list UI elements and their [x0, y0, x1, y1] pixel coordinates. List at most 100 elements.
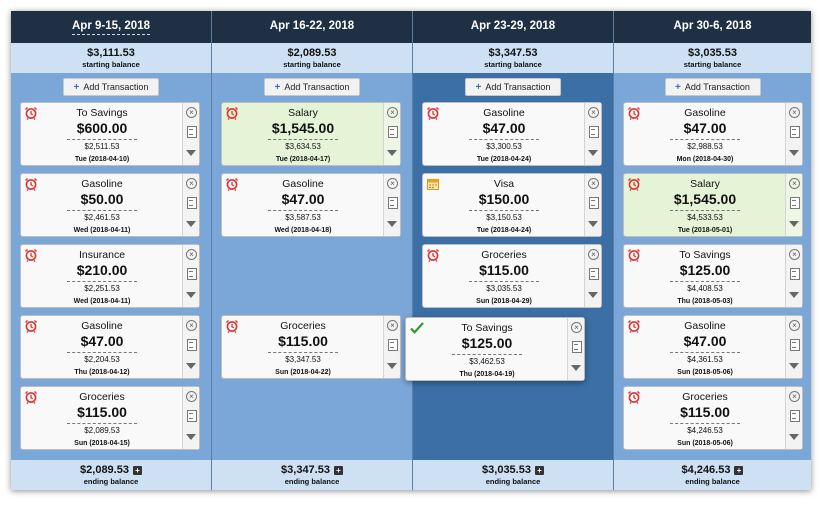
edit-note-icon[interactable]: [387, 197, 398, 209]
transaction-card[interactable]: Groceries $115.00 $3,035.53 Sun (2018-04-29…: [422, 244, 602, 308]
transaction-card[interactable]: Salary $1,545.00 $3,634.53 Tue (2018-04-17)…: [221, 102, 401, 166]
chevron-down-icon[interactable]: [387, 150, 397, 156]
edit-note-icon[interactable]: [387, 126, 398, 138]
alarm-icon[interactable]: [627, 390, 641, 404]
chevron-down-icon[interactable]: [387, 363, 397, 369]
edit-note-icon[interactable]: [789, 268, 800, 280]
transaction-card[interactable]: Groceries $115.00 $3,347.53 Sun (2018-04-22…: [221, 315, 401, 379]
transaction-card[interactable]: To Savings $125.00 $4,408.53 Thu (2018-05-0…: [623, 244, 803, 308]
transaction-card[interactable]: Groceries $115.00 $2,089.53 Sun (2018-04-15…: [20, 386, 200, 450]
alarm-icon[interactable]: [426, 106, 440, 120]
transaction-card[interactable]: Gasoline $47.00 $4,361.53 Sun (2018-05-06) ×: [623, 315, 803, 379]
expand-icon[interactable]: +: [333, 465, 343, 475]
edit-note-icon[interactable]: [186, 268, 197, 280]
alarm-icon[interactable]: [627, 177, 641, 191]
week-header[interactable]: Apr 16-22, 2018: [212, 11, 412, 43]
alarm-icon[interactable]: [627, 248, 641, 262]
transaction-card[interactable]: Insurance $210.00 $2,251.53 Wed (2018-04-11…: [20, 244, 200, 308]
close-icon[interactable]: ×: [571, 322, 582, 333]
chevron-down-icon[interactable]: [571, 365, 581, 371]
alarm-icon[interactable]: [24, 248, 38, 262]
transaction-card[interactable]: Gasoline $47.00 $3,300.53 Tue (2018-04-24) ×: [422, 102, 602, 166]
alarm-icon[interactable]: [225, 106, 239, 120]
alarm-icon[interactable]: [24, 177, 38, 191]
transaction-card[interactable]: Groceries $115.00 $4,246.53 Sun (2018-05-06…: [623, 386, 803, 450]
close-icon[interactable]: ×: [186, 178, 197, 189]
transaction-card[interactable]: Salary $1,545.00 $4,533.53 Tue (2018-05-01)…: [623, 173, 803, 237]
transaction-amount: $47.00: [80, 333, 124, 349]
close-icon[interactable]: ×: [588, 107, 599, 118]
edit-note-icon[interactable]: [571, 341, 582, 353]
edit-note-icon[interactable]: [186, 339, 197, 351]
week-header[interactable]: Apr 30-6, 2018: [614, 11, 811, 43]
chevron-down-icon[interactable]: [186, 363, 196, 369]
alarm-icon[interactable]: [24, 319, 38, 333]
close-icon[interactable]: ×: [789, 178, 800, 189]
edit-note-icon[interactable]: [789, 410, 800, 422]
alarm-icon[interactable]: [24, 390, 38, 404]
close-icon[interactable]: ×: [186, 249, 197, 260]
check-icon[interactable]: [409, 321, 424, 335]
edit-note-icon[interactable]: [588, 126, 599, 138]
close-icon[interactable]: ×: [588, 249, 599, 260]
alarm-icon[interactable]: [627, 106, 641, 120]
edit-note-icon[interactable]: [186, 197, 197, 209]
alarm-icon[interactable]: [24, 106, 38, 120]
chevron-down-icon[interactable]: [186, 434, 196, 440]
close-icon[interactable]: ×: [186, 320, 197, 331]
dragging-transaction-card[interactable]: To Savings $125.00 $3,462.53 Thu (2018-04-1…: [405, 317, 585, 381]
alarm-icon[interactable]: [426, 248, 440, 262]
edit-note-icon[interactable]: [789, 339, 800, 351]
chevron-down-icon[interactable]: [588, 150, 598, 156]
starting-balance-label: starting balance: [82, 60, 140, 69]
chevron-down-icon[interactable]: [387, 221, 397, 227]
edit-note-icon[interactable]: [186, 126, 197, 138]
alarm-icon[interactable]: [627, 319, 641, 333]
close-icon[interactable]: ×: [186, 107, 197, 118]
add-transaction-button[interactable]: + Add Transaction: [63, 78, 159, 96]
edit-note-icon[interactable]: [789, 126, 800, 138]
chevron-down-icon[interactable]: [789, 434, 799, 440]
expand-icon[interactable]: +: [534, 465, 544, 475]
transaction-card[interactable]: Gasoline $47.00 $2,204.53 Thu (2018-04-12) ×: [20, 315, 200, 379]
close-icon[interactable]: ×: [186, 391, 197, 402]
edit-note-icon[interactable]: [186, 410, 197, 422]
chevron-down-icon[interactable]: [186, 150, 196, 156]
close-icon[interactable]: ×: [387, 107, 398, 118]
transaction-card[interactable]: Gasoline $47.00 $3,587.53 Wed (2018-04-18) ×: [221, 173, 401, 237]
transaction-card[interactable]: Gasoline $50.00 $2,461.53 Wed (2018-04-11) ×: [20, 173, 200, 237]
alarm-icon[interactable]: [225, 319, 239, 333]
chevron-down-icon[interactable]: [789, 150, 799, 156]
alarm-icon[interactable]: [225, 177, 239, 191]
week-header[interactable]: Apr 9-15, 2018: [11, 11, 211, 43]
chevron-down-icon[interactable]: [186, 221, 196, 227]
transaction-card[interactable]: Gasoline $47.00 $2,988.53 Mon (2018-04-30) ×: [623, 102, 803, 166]
edit-note-icon[interactable]: [387, 339, 398, 351]
close-icon[interactable]: ×: [789, 107, 800, 118]
transaction-date: Wed (2018-04-11): [73, 227, 131, 234]
close-icon[interactable]: ×: [387, 320, 398, 331]
chevron-down-icon[interactable]: [588, 292, 598, 298]
close-icon[interactable]: ×: [789, 320, 800, 331]
add-transaction-button[interactable]: + Add Transaction: [264, 78, 360, 96]
chevron-down-icon[interactable]: [186, 292, 196, 298]
week-header[interactable]: Apr 23-29, 2018: [413, 11, 613, 43]
close-icon[interactable]: ×: [588, 178, 599, 189]
edit-note-icon[interactable]: [588, 268, 599, 280]
add-transaction-button[interactable]: + Add Transaction: [664, 78, 761, 96]
calendar-icon[interactable]: [426, 177, 440, 191]
transaction-card[interactable]: Visa $150.00 $3,150.53 Tue (2018-04-24) ×: [422, 173, 602, 237]
chevron-down-icon[interactable]: [588, 221, 598, 227]
expand-icon[interactable]: +: [132, 465, 142, 475]
edit-note-icon[interactable]: [789, 197, 800, 209]
chevron-down-icon[interactable]: [789, 221, 799, 227]
add-transaction-button[interactable]: + Add Transaction: [465, 78, 561, 96]
edit-note-icon[interactable]: [588, 197, 599, 209]
chevron-down-icon[interactable]: [789, 292, 799, 298]
expand-icon[interactable]: +: [734, 465, 744, 475]
chevron-down-icon[interactable]: [789, 363, 799, 369]
transaction-card[interactable]: To Savings $600.00 $2,511.53 Tue (2018-04-1…: [20, 102, 200, 166]
close-icon[interactable]: ×: [387, 178, 398, 189]
close-icon[interactable]: ×: [789, 249, 800, 260]
close-icon[interactable]: ×: [789, 391, 800, 402]
